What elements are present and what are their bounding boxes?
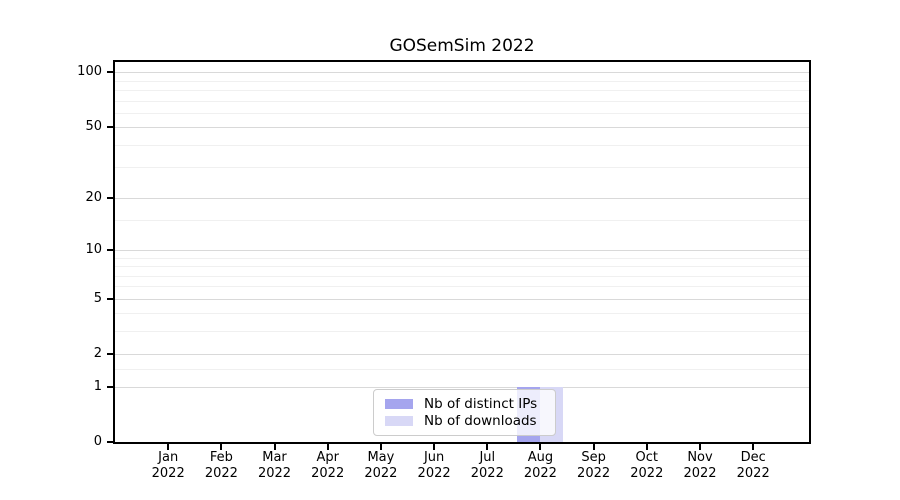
legend-swatch-downloads	[385, 416, 413, 426]
y-tick-label-50: 50	[85, 119, 102, 135]
x-tick-jun	[433, 444, 436, 450]
gridline-major-20	[115, 198, 809, 200]
month-label: Apr	[316, 450, 339, 465]
month-label: Feb	[209, 450, 233, 465]
y-tick-2	[107, 353, 113, 355]
y-tick-label-5: 5	[93, 290, 102, 306]
gridline-minor-7	[115, 275, 809, 277]
year-label: 2022	[470, 466, 504, 481]
year-label: 2022	[151, 466, 185, 481]
x-tick-sep	[592, 444, 595, 450]
x-tick-aug	[539, 444, 542, 450]
year-label: 2022	[311, 466, 345, 481]
year-label: 2022	[364, 466, 398, 481]
month-label: Mar	[262, 450, 287, 465]
y-tick-label-100: 100	[77, 64, 102, 80]
y-tick-0	[107, 441, 113, 443]
gridline-minor-70	[115, 100, 809, 102]
gridline-minor-90	[115, 80, 809, 82]
month-label: Jul	[479, 450, 496, 465]
gridline-minor-60	[115, 112, 809, 114]
y-tick-label-20: 20	[85, 190, 102, 206]
x-tick-mar	[273, 444, 276, 450]
x-tick-label-sep: Sep 2022	[562, 450, 626, 482]
legend-item-downloads: Nb of downloads	[385, 413, 546, 429]
year-label: 2022	[736, 466, 770, 481]
y-tick-1	[107, 385, 113, 388]
legend-item-distinct-ips: Nb of distinct IPs	[385, 396, 546, 412]
gridline-minor-3	[115, 331, 809, 332]
plot-area: Nb of distinct IPs Nb of downloads	[113, 60, 811, 444]
x-tick-oct	[645, 444, 648, 450]
y-tick-20	[107, 197, 113, 200]
gridline-major-100	[115, 72, 809, 74]
x-tick-label-mar: Mar 2022	[243, 450, 307, 482]
legend-swatch-distinct-ips	[385, 399, 413, 409]
y-tick-100	[107, 71, 113, 74]
month-label: Nov	[687, 450, 713, 465]
legend: Nb of distinct IPs Nb of downloads	[373, 389, 556, 436]
year-label: 2022	[257, 466, 292, 481]
year-label: 2022	[577, 466, 611, 481]
y-tick-50	[107, 126, 113, 129]
year-label: 2022	[417, 466, 451, 481]
month-label: Jan	[158, 450, 179, 465]
x-tick-label-oct: Oct 2022	[615, 450, 679, 482]
x-tick-label-jul: Jul 2022	[455, 450, 519, 482]
gridline-major-50	[115, 127, 809, 129]
gridline-major-2	[115, 354, 809, 355]
gridline-minor-6	[115, 286, 809, 288]
x-tick-label-apr: Apr 2022	[296, 450, 360, 482]
gridline-major-5	[115, 298, 809, 300]
y-tick-label-1: 1	[93, 378, 102, 394]
x-tick-label-jan: Jan 2022	[136, 450, 200, 482]
x-tick-label-aug: Aug 2022	[508, 450, 572, 482]
x-tick-label-nov: Nov 2022	[668, 450, 732, 482]
gridline-minor-30	[115, 167, 809, 168]
gridline-minor-8	[115, 266, 809, 267]
month-label: Aug	[527, 450, 554, 465]
gridline-minor-1_5	[115, 368, 809, 370]
month-label: Dec	[740, 450, 766, 465]
year-label: 2022	[204, 466, 238, 481]
gridline-minor-40	[115, 144, 809, 146]
y-tick-label-2: 2	[93, 346, 102, 361]
month-label: Sep	[581, 450, 606, 465]
gridline-minor-4	[115, 313, 809, 315]
x-tick-label-jun: Jun 2022	[402, 450, 466, 482]
plot-canvas	[115, 62, 809, 442]
y-tick-label-10: 10	[85, 242, 102, 257]
x-tick-nov	[699, 444, 701, 450]
legend-label-downloads: Nb of downloads	[424, 413, 537, 429]
month-label: May	[367, 450, 395, 465]
x-tick-label-dec: Dec 2022	[721, 450, 785, 482]
chart-title: GOSemSim 2022	[389, 36, 535, 56]
gridline-minor-15	[115, 220, 809, 221]
legend-label-distinct-ips: Nb of distinct IPs	[424, 396, 538, 412]
year-label: 2022	[523, 466, 557, 481]
gridline-major-10	[115, 250, 809, 251]
month-label: Oct	[635, 450, 659, 465]
x-tick-may	[379, 444, 382, 450]
gridline-minor-80	[115, 90, 809, 92]
year-label: 2022	[630, 466, 664, 481]
month-label: Jun	[423, 450, 445, 465]
y-tick-10	[107, 249, 113, 251]
year-label: 2022	[683, 466, 717, 481]
x-tick-jul	[486, 444, 489, 450]
x-tick-apr	[326, 444, 329, 450]
x-tick-dec	[752, 444, 755, 450]
y-tick-label-0: 0	[93, 434, 102, 449]
x-tick-jan	[167, 444, 170, 450]
x-tick-label-may: May 2022	[349, 450, 413, 482]
gridline-minor-9	[115, 257, 809, 259]
y-tick-5	[107, 297, 113, 300]
x-tick-label-feb: Feb 2022	[189, 450, 253, 482]
x-tick-feb	[220, 444, 223, 450]
gridline-major-1	[115, 386, 809, 388]
